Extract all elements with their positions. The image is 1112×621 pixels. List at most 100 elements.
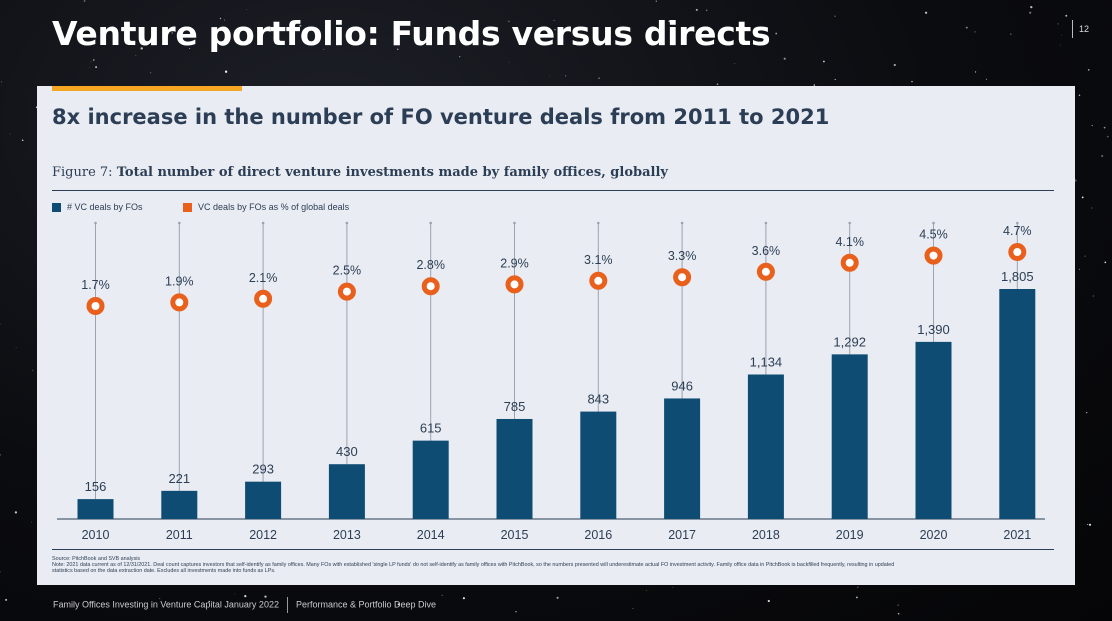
- legend-item-bars: # VC deals by FOs: [52, 202, 143, 212]
- source-notes: Source: PitchBook and SVB analysis Note:…: [52, 556, 1052, 575]
- legend-dot-label: VC deals by FOs as % of global deals: [198, 201, 350, 212]
- star: [509, 61, 510, 63]
- star: [783, 57, 786, 60]
- star: [897, 612, 900, 615]
- pct-value-label: 1.7%: [81, 278, 110, 292]
- star: [554, 28, 556, 31]
- footer-report-title: Family Offices Investing in Venture Capi…: [53, 599, 279, 610]
- star: [234, 593, 236, 595]
- star: [834, 15, 836, 17]
- pct-point-2016: [589, 271, 608, 290]
- star: [550, 34, 552, 36]
- bar-value-label: 221: [168, 471, 190, 486]
- star: [775, 32, 778, 35]
- star: [632, 608, 634, 609]
- star: [924, 11, 928, 14]
- page-number: 12: [1072, 20, 1089, 38]
- leader-line-cap: [261, 221, 265, 225]
- star: [0, 571, 1, 573]
- x-tick-label: 2021: [1003, 528, 1031, 542]
- bar-2018: [747, 374, 784, 519]
- star: [140, 47, 143, 50]
- star: [244, 595, 247, 598]
- star: [1087, 69, 1090, 71]
- star: [1088, 523, 1092, 526]
- star: [264, 595, 267, 598]
- star: [965, 26, 968, 29]
- bar-2017: [664, 398, 701, 519]
- accent-bar: [52, 86, 242, 91]
- leader-line-cap: [94, 221, 97, 225]
- star: [705, 9, 708, 12]
- pct-point-2015: [505, 275, 524, 294]
- star: [508, 20, 510, 23]
- bar-value-label: 1,292: [833, 334, 866, 349]
- star: [1091, 125, 1093, 127]
- legend-bar-swatch-icon: [52, 202, 61, 212]
- x-tick-label: 2017: [668, 528, 696, 542]
- bottom-rule: [52, 549, 1054, 550]
- star: [93, 59, 95, 61]
- star: [462, 597, 465, 600]
- star: [60, 27, 62, 28]
- star: [857, 586, 859, 589]
- pct-value-label: 3.6%: [752, 244, 781, 258]
- bar-2011: [161, 490, 198, 519]
- pct-value-label: 4.5%: [919, 228, 948, 242]
- star: [1084, 255, 1086, 257]
- pct-value-label: 3.3%: [668, 249, 697, 263]
- x-tick-label: 2014: [417, 528, 445, 542]
- pct-point-2010: [86, 297, 105, 315]
- star: [95, 66, 98, 69]
- star: [0, 454, 1, 456]
- star: [565, 75, 567, 77]
- star: [813, 84, 816, 86]
- leader-line-cap: [848, 221, 851, 225]
- leader-line-cap: [1016, 221, 1019, 225]
- leader-line-cap: [764, 221, 768, 225]
- bar-value-label: 293: [252, 462, 274, 477]
- pct-point-2021: [1008, 243, 1027, 261]
- star: [855, 596, 858, 599]
- bar-2019: [831, 354, 868, 519]
- leader-line-cap: [345, 221, 349, 225]
- chart-legend: # VC deals by FOs VC deals by FOs as % o…: [52, 201, 387, 212]
- star: [672, 586, 674, 588]
- star: [834, 78, 836, 81]
- slide-title: Venture portfolio: Funds versus directs: [52, 14, 771, 53]
- x-tick-label: 2010: [82, 528, 110, 542]
- star: [695, 8, 698, 11]
- star: [553, 19, 555, 21]
- star: [975, 71, 977, 73]
- star: [893, 63, 896, 67]
- bar-2013: [328, 464, 365, 519]
- bar-value-label: 1,134: [750, 355, 783, 370]
- pct-value-label: 3.1%: [584, 253, 613, 267]
- bar-value-label: 785: [504, 399, 526, 414]
- pct-value-label: 2.8%: [416, 258, 445, 272]
- star: [397, 603, 400, 606]
- pct-value-label: 2.9%: [500, 256, 529, 270]
- bar-2015: [496, 418, 533, 519]
- pct-value-label: 4.1%: [835, 235, 864, 249]
- legend-dot-swatch-icon: [183, 202, 193, 212]
- star: [441, 594, 443, 597]
- star: [1085, 411, 1088, 414]
- bar-chart: 156 1.7% 2010 221 1.9% 2011 293 2.1% 2012 430 2.5%…: [57, 221, 1045, 542]
- bar-value-label: 156: [85, 479, 107, 494]
- note-line: Note: 2021 data current as of 12/31/2021…: [52, 562, 895, 569]
- star: [1010, 33, 1012, 35]
- star: [32, 369, 34, 371]
- pct-value-label: 2.1%: [249, 271, 278, 285]
- x-tick-label: 2016: [584, 528, 612, 542]
- star: [323, 48, 325, 50]
- star: [139, 32, 140, 33]
- star: [208, 600, 211, 603]
- star: [171, 32, 173, 34]
- star: [189, 47, 191, 50]
- star: [14, 511, 18, 514]
- star: [1103, 126, 1106, 129]
- star: [1061, 34, 1063, 36]
- note-line-continued: statistics based on the data extraction …: [52, 568, 276, 575]
- star: [21, 139, 24, 142]
